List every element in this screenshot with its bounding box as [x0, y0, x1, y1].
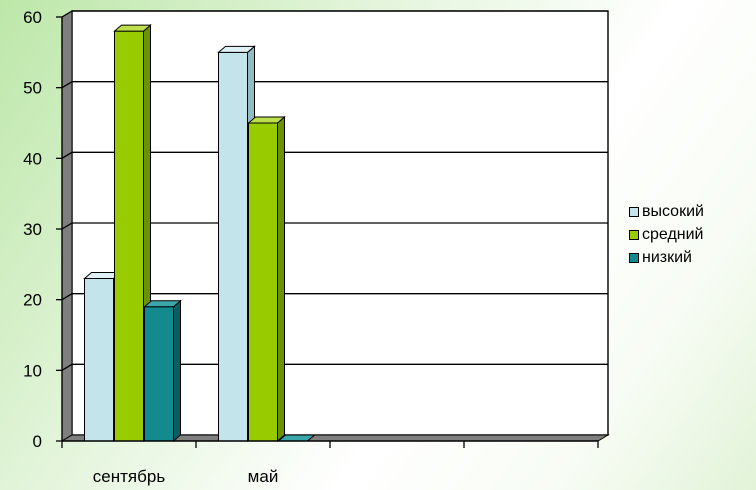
- y-tick-label: 0: [33, 432, 42, 451]
- x-tick-label: май: [248, 467, 279, 486]
- y-tick-label: 50: [23, 79, 42, 98]
- bar: [143, 299, 182, 443]
- bar-front: [218, 51, 248, 442]
- gridline: [61, 222, 608, 230]
- y-axis-tick-labels: 0 10 20 30 40 50 60: [23, 8, 42, 451]
- bar-front: [84, 277, 114, 442]
- legend-item: низкий: [629, 246, 754, 269]
- legend: высокий средний низкий: [629, 200, 754, 269]
- legend-item: средний: [629, 223, 754, 246]
- legend-item: высокий: [629, 200, 754, 223]
- bar-front: [248, 122, 278, 442]
- gridline: [61, 363, 608, 371]
- bar: [247, 115, 286, 443]
- legend-label: высокий: [642, 202, 704, 220]
- gridline: [61, 81, 608, 89]
- x-tick-label: сентябрь: [93, 467, 166, 486]
- legend-swatch: [629, 229, 639, 240]
- bar-side: [173, 299, 181, 443]
- legend-swatch: [629, 252, 639, 263]
- bar-top: [247, 116, 286, 124]
- legend-label: низкий: [642, 248, 692, 266]
- y-tick-label: 60: [23, 8, 42, 27]
- y-tick-label: 30: [23, 220, 42, 239]
- y-tick-label: 20: [23, 291, 42, 310]
- gridlines: [61, 10, 608, 371]
- bar-top: [113, 24, 152, 32]
- legend-swatch: [629, 206, 639, 217]
- legend-label: средний: [642, 225, 704, 243]
- gridline: [61, 151, 608, 159]
- bar-top: [277, 434, 316, 442]
- gridline: [61, 10, 608, 18]
- bars: [83, 24, 316, 443]
- y-tick-label: 40: [23, 149, 42, 168]
- bar: [277, 434, 316, 442]
- y-tick-label: 10: [23, 361, 42, 380]
- bar-top: [143, 300, 182, 308]
- axes: [56, 16, 599, 448]
- x-axis-tick-labels: сентябрь май: [93, 467, 279, 486]
- bar-top: [217, 45, 256, 53]
- bar-front: [144, 306, 174, 442]
- bar-side: [277, 115, 285, 443]
- gridline: [61, 293, 608, 301]
- bar-front: [114, 30, 144, 442]
